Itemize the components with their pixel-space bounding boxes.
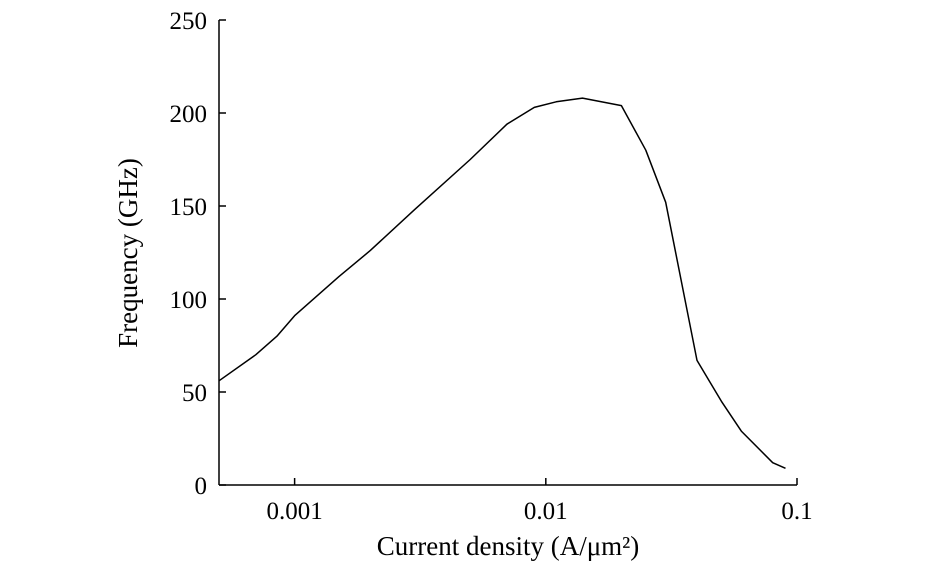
series-group: [218, 97, 786, 469]
y-tick-label: 250: [170, 8, 208, 35]
x-ticks: 0.001 0.01 0.1: [266, 478, 813, 525]
y-ticks: 0 50 100 150 200 250: [170, 8, 226, 500]
y-tick-label: 200: [170, 101, 208, 128]
x-tick-label: 0.01: [524, 498, 568, 525]
y-tick-label: 150: [170, 194, 208, 221]
y-tick-label: 50: [182, 380, 207, 407]
x-axis-title: Current density (A/μm²): [377, 531, 640, 561]
x-tick-label: 0.1: [781, 498, 812, 525]
x-tick-label: 0.001: [266, 498, 322, 525]
y-axis-title: Frequency (GHz): [113, 158, 143, 348]
y-tick-label: 0: [195, 473, 208, 500]
axes: [218, 20, 797, 486]
y-tick-label: 100: [170, 287, 208, 314]
frequency-series-line: [218, 97, 786, 469]
